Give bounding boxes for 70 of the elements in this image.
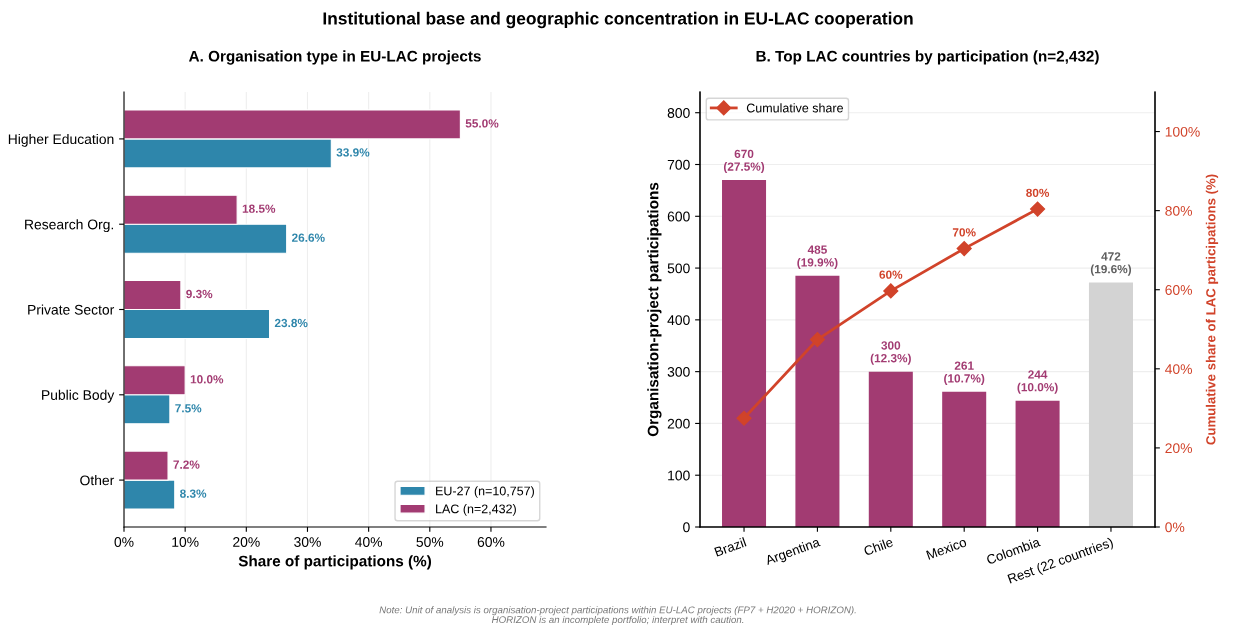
data-label: 80% xyxy=(1026,188,1050,197)
y-tick-label: 800 xyxy=(667,108,690,118)
text: Note: Unit of analysis is organisation-project participations within EU-LAC projects (FP7 + H2020 + HORIZON). HORIZON is an incomplete portfolio; interpret with caution. xyxy=(379,606,856,625)
bar xyxy=(942,391,987,527)
x-tick-label: 0% xyxy=(114,537,134,547)
data-label: 300 (12.3%) xyxy=(870,341,911,365)
x-tick-label: Mexico xyxy=(925,536,967,560)
legend-label: LAC (n=2,432) xyxy=(436,504,516,516)
y-tick-label: 400 xyxy=(667,315,690,326)
data-label: 8.3% xyxy=(180,489,207,498)
data-label: 18.5% xyxy=(242,204,276,213)
point xyxy=(736,410,752,426)
data-label: 472 (19.6%) xyxy=(1090,252,1132,276)
y-tick-label: Private Sector xyxy=(28,304,115,315)
y2-tick-label: 20% xyxy=(1165,443,1193,454)
y-tick-label: Other xyxy=(80,475,115,486)
data-label: 7.5% xyxy=(175,404,202,413)
y2-tick-label: 40% xyxy=(1165,364,1193,374)
data-label: 244 (10.0%) xyxy=(1017,370,1058,394)
x-tick-label: Brazil xyxy=(714,537,747,557)
point xyxy=(809,331,825,348)
y2-axis-title: Cumulative share of LAC participations (%) xyxy=(1205,174,1219,445)
chart-title: B. Top LAC countries by participation (n=2,432) xyxy=(756,50,1099,65)
x-tick-label: 30% xyxy=(294,537,321,547)
x-axis-title: Share of participations (%) xyxy=(238,555,432,570)
y-axis-title: Organisation-project participations xyxy=(647,182,662,437)
y-tick-label: Public Body xyxy=(42,389,115,403)
data-label: 23.8% xyxy=(274,318,308,328)
data-label: 60% xyxy=(879,270,903,279)
data-label: 7.2% xyxy=(173,460,200,469)
y-tick-label: 600 xyxy=(667,211,690,222)
y-tick-label: 700 xyxy=(667,159,690,170)
y-tick-label: 500 xyxy=(667,263,690,274)
y2-tick-label: 0% xyxy=(1165,522,1185,533)
point xyxy=(883,283,899,299)
y2-tick-label: 80% xyxy=(1165,205,1193,216)
y-tick-label: 200 xyxy=(667,418,690,429)
y2-tick-label: 100% xyxy=(1165,126,1200,137)
bar xyxy=(722,180,767,527)
legend-label: Cumulative share xyxy=(746,103,843,113)
data-label: 485 (19.9%) xyxy=(797,245,838,269)
y-tick-label: Higher Education xyxy=(8,133,114,147)
legend-label: EU-27 (n=10,757) xyxy=(436,486,534,498)
data-label: 670 (27.5%) xyxy=(723,149,765,174)
data-label: 9.3% xyxy=(186,289,213,299)
point xyxy=(956,241,972,257)
data-label: 70% xyxy=(952,228,976,237)
y-tick-label: 300 xyxy=(667,366,690,377)
x-tick-label: Chile xyxy=(863,536,894,556)
bar xyxy=(795,275,840,527)
y-tick-label: Research Org. xyxy=(25,219,114,233)
bar xyxy=(1088,282,1133,527)
data-label: 33.9% xyxy=(336,148,370,157)
data-label: 26.6% xyxy=(291,233,325,242)
x-tick-label: 50% xyxy=(416,537,444,547)
x-tick-label: 60% xyxy=(477,537,505,547)
bar xyxy=(868,371,913,527)
data-label: 261 (10.7%) xyxy=(944,361,985,385)
y-tick-label: 0 xyxy=(683,522,690,533)
data-label: 10.0% xyxy=(190,375,224,384)
x-tick-label: 10% xyxy=(172,537,199,547)
x-tick-label: 20% xyxy=(233,537,260,547)
x-tick-label: 40% xyxy=(355,537,383,547)
data-label: 55.0% xyxy=(465,119,499,128)
point xyxy=(1030,201,1046,217)
bar xyxy=(1015,400,1060,527)
chart-title: A. Organisation type in EU-LAC projects xyxy=(188,50,481,65)
y-tick-label: 100 xyxy=(668,470,690,481)
y2-tick-label: 60% xyxy=(1165,285,1193,295)
text: Institutional base and geographic concentration in EU-LAC cooperation xyxy=(323,11,913,29)
